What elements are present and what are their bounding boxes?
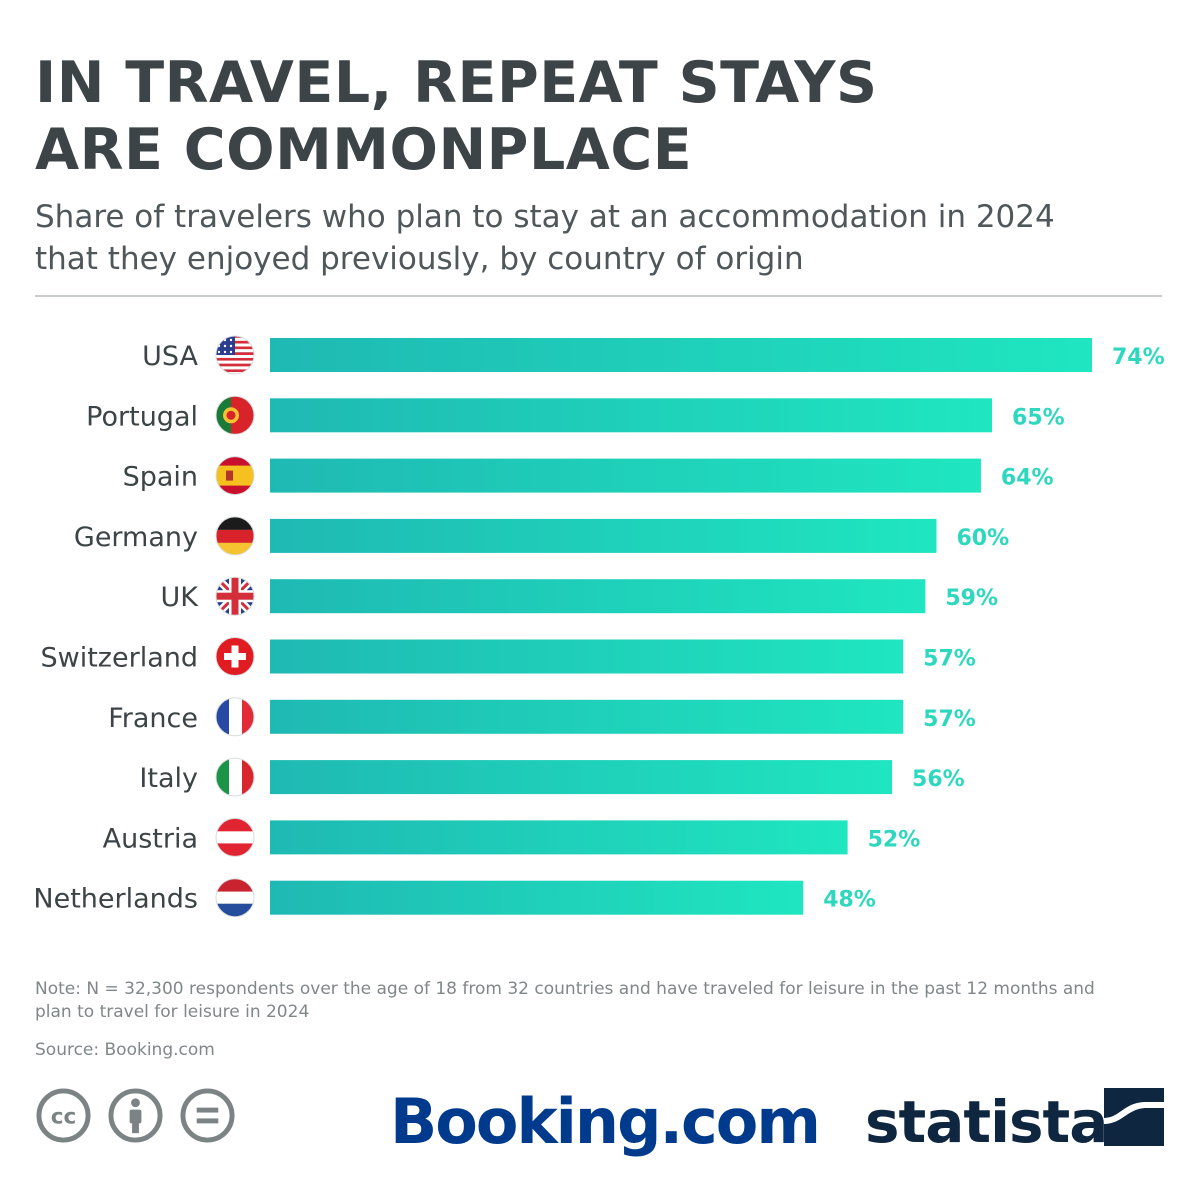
value-label: 60% (956, 526, 1009, 551)
chart-row: USA 74% (142, 335, 1165, 375)
france-flag-icon (215, 697, 255, 737)
us-flag-icon (215, 335, 255, 375)
chart-row: UK 59% (161, 576, 998, 616)
title-line-1: IN TRAVEL, REPEAT STAYS (35, 50, 878, 116)
subtitle: Share of travelers who plan to stay at a… (35, 196, 1155, 280)
bar (270, 518, 937, 553)
page-title: IN TRAVEL, REPEAT STAYS ARE COMMONPLACE (35, 50, 1155, 184)
value-label: 52% (868, 827, 921, 852)
chart-row: Netherlands 48% (33, 878, 876, 918)
value-label: 57% (923, 707, 976, 732)
header-divider (35, 295, 1162, 297)
bar (270, 760, 893, 795)
chart-row: France 57% (108, 697, 976, 737)
uk-flag-icon (215, 576, 255, 616)
category-label: USA (142, 341, 198, 372)
category-label: Germany (74, 522, 198, 553)
value-label: 48% (823, 888, 876, 913)
bar (270, 338, 1092, 372)
booking-logo: Booking.com (390, 1085, 821, 1158)
no-derivatives-icon[interactable] (180, 1088, 235, 1143)
svg-text:cc: cc (51, 1104, 77, 1129)
italy-flag-icon (215, 757, 255, 797)
spain-flag-icon (215, 456, 255, 496)
attribution-icon[interactable] (108, 1088, 163, 1143)
value-label: 57% (923, 647, 976, 672)
category-label: UK (161, 582, 200, 613)
bar (270, 579, 926, 614)
chart-row: Portugal 65% (86, 395, 1065, 435)
statista-mark-icon (1104, 1088, 1164, 1146)
chart-row: Switzerland 57% (41, 637, 976, 676)
bar-chart: USA 74% Portugal 65% Spain 64% Germany 60% UK 59%… (33, 335, 1165, 918)
note-line-1: Note: N = 32,300 respondents over the ag… (35, 979, 1095, 999)
chart-row: Italy 56% (139, 757, 965, 797)
category-label: Netherlands (33, 884, 198, 915)
category-label: Portugal (86, 401, 198, 432)
bar (270, 820, 848, 855)
chart-row: Austria 52% (103, 817, 921, 857)
bar (270, 639, 904, 674)
category-label: Spain (123, 462, 198, 493)
subtitle-line-1: Share of travelers who plan to stay at a… (35, 199, 1055, 235)
cc-icon[interactable]: cc (36, 1088, 91, 1143)
bar (270, 699, 904, 734)
category-label: Italy (139, 763, 198, 794)
bar (270, 880, 804, 915)
note-line-2: plan to travel for leisure in 2024 (35, 1002, 310, 1022)
chart-source: Source: Booking.com (35, 1040, 215, 1060)
germany-flag-icon (215, 516, 255, 556)
value-label: 65% (1012, 405, 1065, 430)
portugal-flag-icon (215, 395, 255, 435)
value-label: 64% (1001, 466, 1054, 491)
austria-flag-icon (215, 817, 255, 857)
chart-row: Spain 64% (123, 456, 1054, 496)
category-label: Austria (103, 823, 198, 854)
subtitle-line-2: that they enjoyed previously, by country… (35, 241, 804, 277)
switzerland-flag-icon (215, 637, 255, 676)
netherlands-flag-icon (215, 878, 255, 918)
title-line-2: ARE COMMONPLACE (35, 117, 693, 183)
chart-note: Note: N = 32,300 respondents over the ag… (35, 978, 1145, 1024)
bar (270, 398, 993, 433)
chart-row: Germany 60% (74, 516, 1009, 556)
category-label: Switzerland (41, 643, 199, 674)
value-label: 59% (945, 586, 998, 611)
category-label: France (108, 703, 198, 734)
bar (270, 458, 981, 493)
value-label: 74% (1112, 345, 1165, 370)
value-label: 56% (912, 767, 965, 792)
statista-logo: statista (865, 1088, 1108, 1156)
